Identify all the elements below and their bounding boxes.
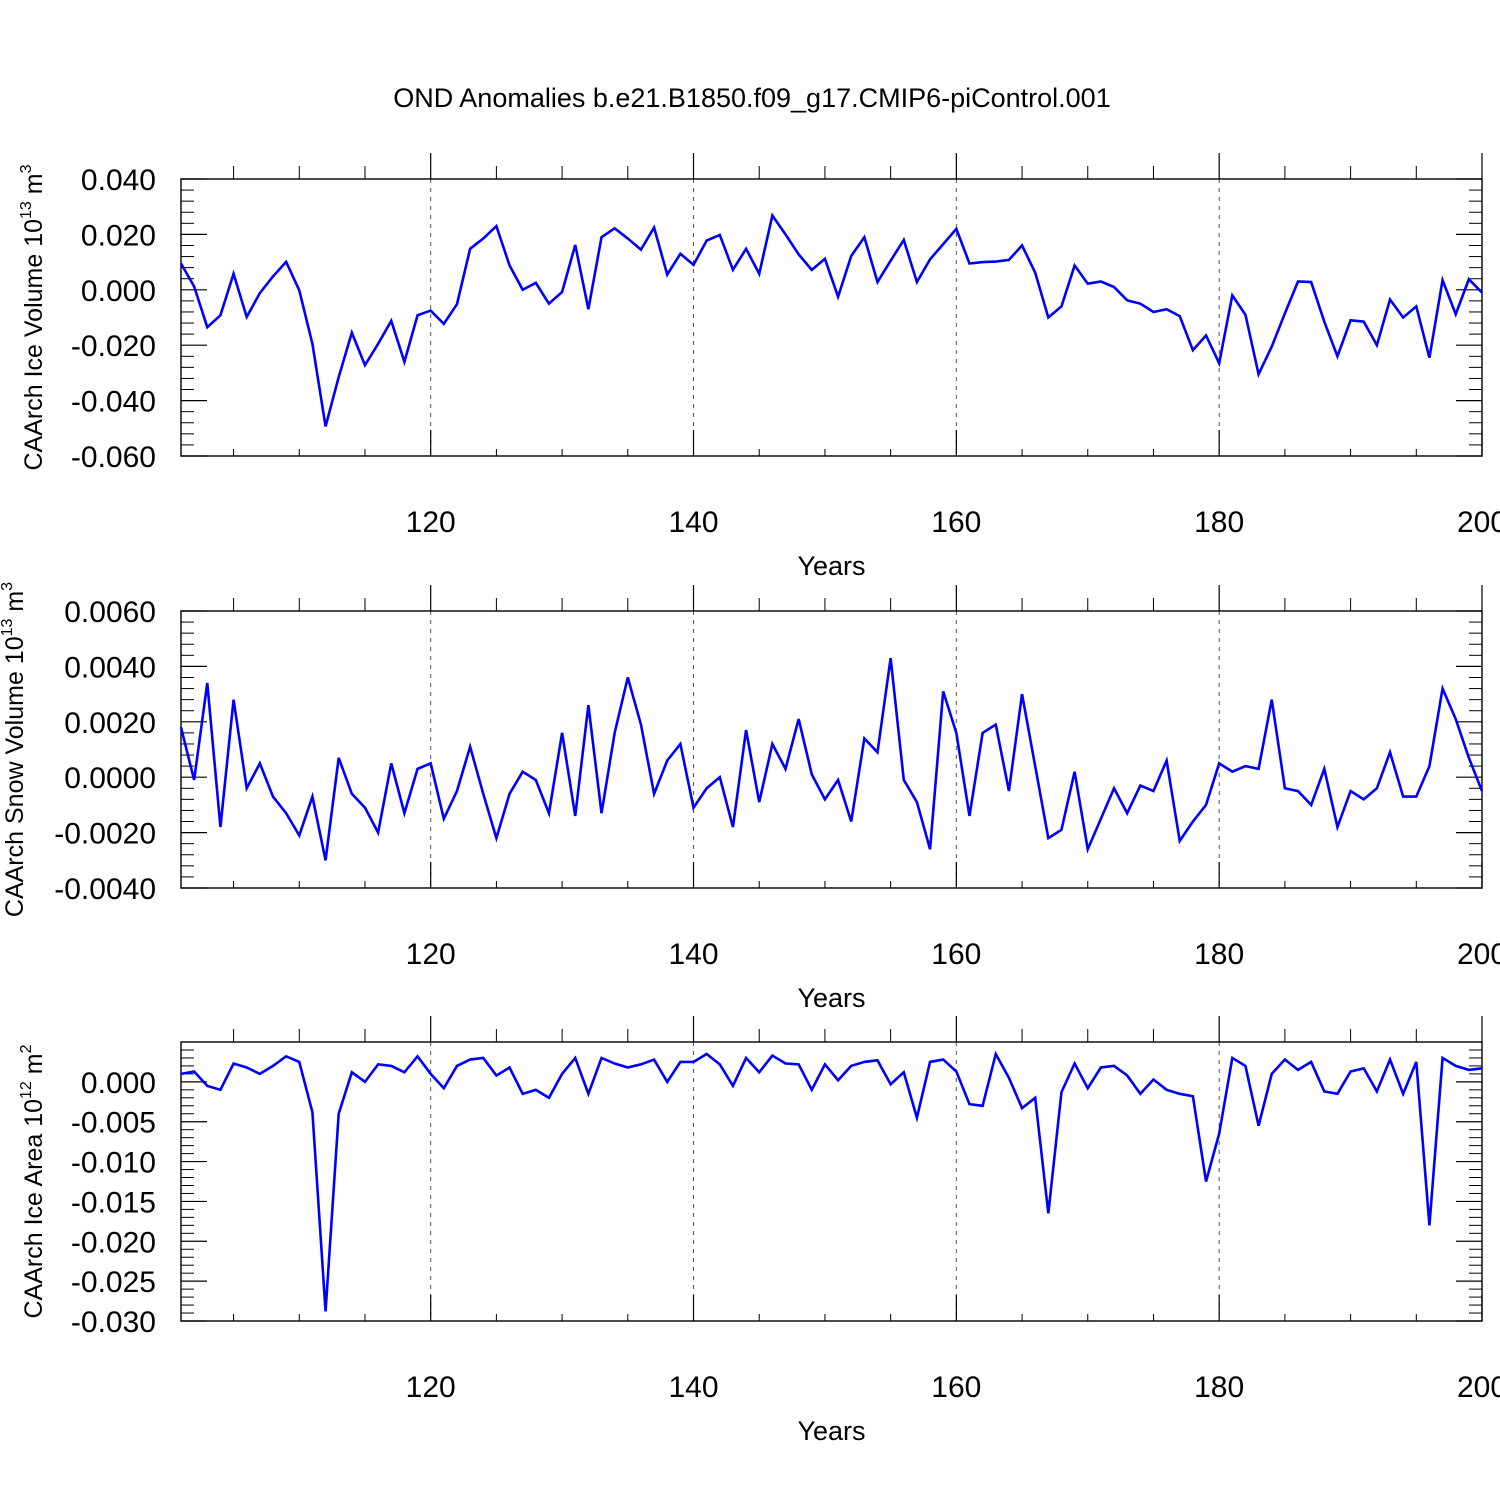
y-tick-label: 0.020	[81, 219, 156, 252]
y-tick-label: 0.040	[81, 164, 156, 197]
x-tick-label: 120	[406, 938, 456, 971]
plot-frame	[180, 610, 1483, 889]
plot-frame	[180, 1041, 1483, 1322]
x-tick-label: 140	[668, 938, 718, 971]
x-axis-label: Years	[797, 1416, 865, 1446]
y-tick-label: -0.010	[71, 1147, 156, 1180]
y-tick-label: -0.0020	[54, 818, 156, 851]
chart-panel: 120 140 160 180 200 -0.030 -0.025 -0.020 -0.015 -…	[18, 1016, 1500, 1446]
y-tick-label: -0.020	[71, 330, 156, 363]
y-tick-label: -0.030	[71, 1306, 156, 1339]
x-tick-label: 180	[1194, 506, 1244, 539]
x-tick-label: 120	[406, 1371, 456, 1404]
y-tick-label: -0.020	[71, 1226, 156, 1259]
plot-frame	[180, 178, 1483, 457]
chart-panel: 120 140 160 180 200 -0.060 -0.040 -0.020 0.000 0.…	[18, 153, 1500, 581]
y-tick-label: 0.0040	[64, 651, 156, 684]
y-tick-label: 0.0020	[64, 707, 156, 740]
x-tick-label: 200	[1457, 506, 1500, 539]
y-tick-label: 0.000	[81, 275, 156, 308]
y-axis-label: CAArch Snow Volume 1013 m3	[0, 582, 29, 917]
y-axis-label: CAArch Ice Area 1012 m2	[18, 1044, 48, 1318]
x-tick-label: 160	[931, 506, 981, 539]
x-tick-label: 140	[668, 1371, 718, 1404]
y-axis-label: CAArch Ice Volume 1013 m3	[18, 164, 48, 470]
x-tick-label: 180	[1194, 1371, 1244, 1404]
x-axis-label: Years	[797, 983, 865, 1013]
data-series-line	[180, 1050, 1483, 1312]
x-tick-label: 160	[931, 938, 981, 971]
y-tick-label: -0.005	[71, 1107, 156, 1140]
chart-panel: 120 140 160 180 200 -0.0040 -0.0020 0.0000 0.002…	[0, 582, 1500, 1013]
y-tick-label: -0.0040	[54, 873, 156, 906]
y-tick-label: 0.000	[81, 1067, 156, 1100]
x-tick-label: 200	[1457, 938, 1500, 971]
y-tick-label: 0.0060	[64, 596, 156, 629]
x-tick-label: 180	[1194, 938, 1244, 971]
x-axis-label: Years	[797, 551, 865, 581]
x-tick-label: 140	[668, 506, 718, 539]
x-tick-label: 160	[931, 1371, 981, 1404]
data-series-line	[179, 657, 1484, 861]
figure-title: OND Anomalies b.e21.B1850.f09_g17.CMIP6-…	[393, 83, 1110, 113]
y-tick-label: -0.015	[71, 1186, 156, 1219]
panels: 120 140 160 180 200 -0.060 -0.040 -0.020 0.000 0.…	[0, 153, 1500, 1446]
y-tick-label: 0.0000	[64, 762, 156, 795]
x-tick-label: 200	[1457, 1371, 1500, 1404]
data-series-line	[179, 212, 1483, 427]
y-tick-label: -0.040	[71, 386, 156, 419]
y-tick-label: -0.060	[71, 441, 156, 474]
y-tick-label: -0.025	[71, 1266, 156, 1299]
x-tick-label: 120	[406, 506, 456, 539]
